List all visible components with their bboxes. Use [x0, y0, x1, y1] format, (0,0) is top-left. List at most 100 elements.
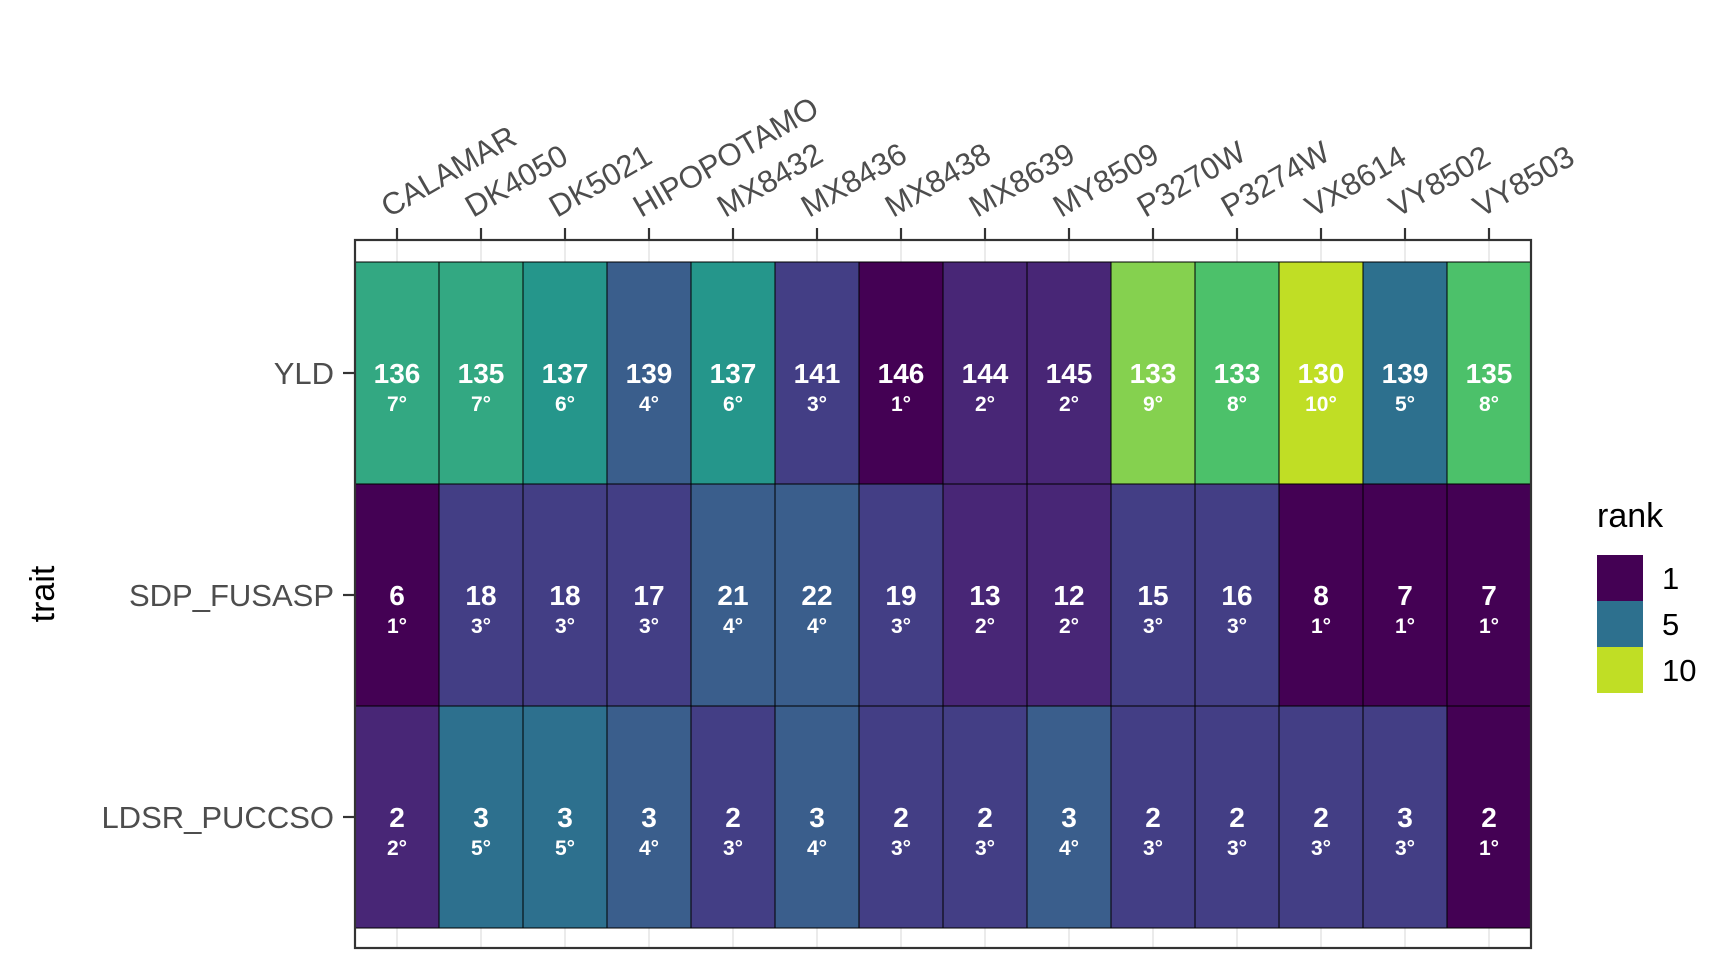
heatmap-cell [522, 261, 608, 485]
legend-title: rank [1597, 497, 1664, 535]
heatmap-cells: 1367°1357°1376°1394°1376°1413°1461°1442°… [354, 261, 1532, 929]
heatmap-cell [606, 705, 692, 929]
y-axis-title: trait [24, 565, 62, 622]
cell-rank-label: 1° [891, 393, 911, 416]
heatmap-cell [942, 261, 1028, 485]
cell-rank-label: 3° [639, 615, 659, 638]
cell-value-label: 2 [1313, 802, 1329, 833]
cell-rank-label: 6° [723, 393, 743, 416]
cell-rank-label: 3° [807, 393, 827, 416]
heatmap-cell [438, 261, 524, 485]
heatmap-cell [1278, 705, 1364, 929]
legend-key [1597, 555, 1643, 601]
heatmap-cell [1110, 705, 1196, 929]
legend-key [1597, 647, 1643, 693]
cell-rank-label: 3° [471, 615, 491, 638]
cell-value-label: 22 [801, 580, 832, 611]
heatmap-cell [1362, 261, 1448, 485]
cell-rank-label: 7° [471, 393, 491, 416]
heatmap-cell [1026, 261, 1112, 485]
cell-rank-label: 3° [1143, 615, 1163, 638]
y-tick-label: YLD [274, 356, 334, 391]
heatmap-cell [354, 261, 440, 485]
heatmap-cell [858, 483, 944, 707]
heatmap-cell [1278, 483, 1364, 707]
cell-rank-label: 3° [1143, 837, 1163, 860]
cell-value-label: 2 [893, 802, 909, 833]
cell-value-label: 3 [641, 802, 657, 833]
cell-value-label: 3 [557, 802, 573, 833]
cell-rank-label: 3° [1395, 837, 1415, 860]
cell-value-label: 17 [633, 580, 664, 611]
heatmap-cell [354, 705, 440, 929]
heatmap-cell [522, 705, 608, 929]
cell-rank-label: 3° [1227, 615, 1247, 638]
heatmap-cell [690, 483, 776, 707]
cell-rank-label: 4° [723, 615, 743, 638]
heatmap-cell [1362, 705, 1448, 929]
cell-rank-label: 3° [555, 615, 575, 638]
cell-value-label: 19 [885, 580, 916, 611]
cell-value-label: 141 [794, 358, 841, 389]
cell-value-label: 3 [809, 802, 825, 833]
cell-rank-label: 4° [1059, 837, 1079, 860]
cell-value-label: 3 [1061, 802, 1077, 833]
legend-key [1597, 601, 1643, 647]
heatmap-cell [1194, 483, 1280, 707]
cell-value-label: 2 [725, 802, 741, 833]
heatmap-cell [1194, 705, 1280, 929]
heatmap-cell [858, 705, 944, 929]
cell-rank-label: 3° [1311, 837, 1331, 860]
heatmap-cell [690, 705, 776, 929]
legend-label: 10 [1662, 653, 1696, 688]
heatmap-cell [438, 483, 524, 707]
cell-rank-label: 5° [555, 837, 575, 860]
y-tick-label: LDSR_PUCCSO [101, 800, 334, 835]
cell-value-label: 137 [710, 358, 757, 389]
cell-value-label: 2 [389, 802, 405, 833]
cell-value-label: 7 [1397, 580, 1413, 611]
cell-value-label: 133 [1130, 358, 1177, 389]
heatmap-cell [606, 261, 692, 485]
heatmap-cell [774, 483, 860, 707]
cell-rank-label: 3° [723, 837, 743, 860]
cell-value-label: 18 [465, 580, 496, 611]
cell-rank-label: 4° [807, 837, 827, 860]
cell-rank-label: 1° [1311, 615, 1331, 638]
heatmap-cell [1110, 483, 1196, 707]
cell-rank-label: 1° [1395, 615, 1415, 638]
heatmap-cell [354, 483, 440, 707]
cell-value-label: 139 [1382, 358, 1429, 389]
cell-rank-label: 3° [891, 837, 911, 860]
legend-label: 1 [1662, 561, 1679, 596]
cell-rank-label: 3° [975, 837, 995, 860]
cell-rank-label: 2° [1059, 393, 1079, 416]
cell-rank-label: 10° [1305, 393, 1337, 416]
heatmap-cell [774, 705, 860, 929]
cell-rank-label: 2° [387, 837, 407, 860]
cell-rank-label: 8° [1227, 393, 1247, 416]
cell-value-label: 2 [977, 802, 993, 833]
cell-rank-label: 8° [1479, 393, 1499, 416]
cell-rank-label: 3° [1227, 837, 1247, 860]
cell-value-label: 15 [1137, 580, 1168, 611]
cell-value-label: 136 [374, 358, 421, 389]
cell-value-label: 12 [1053, 580, 1084, 611]
cell-rank-label: 7° [387, 393, 407, 416]
cell-rank-label: 1° [1479, 615, 1499, 638]
cell-value-label: 16 [1221, 580, 1252, 611]
cell-rank-label: 9° [1143, 393, 1163, 416]
heatmap-cell [438, 705, 524, 929]
heatmap-cell [1446, 483, 1532, 707]
cell-rank-label: 2° [975, 393, 995, 416]
cell-value-label: 18 [549, 580, 580, 611]
cell-rank-label: 3° [891, 615, 911, 638]
cell-rank-label: 4° [639, 393, 659, 416]
cell-value-label: 8 [1313, 580, 1329, 611]
cell-value-label: 7 [1481, 580, 1497, 611]
cell-rank-label: 4° [639, 837, 659, 860]
cell-value-label: 2 [1481, 802, 1497, 833]
x-axis-ticks: CALAMARDK4050DK5021HIPOPOTAMOMX8432MX843… [375, 90, 1580, 240]
cell-value-label: 3 [473, 802, 489, 833]
